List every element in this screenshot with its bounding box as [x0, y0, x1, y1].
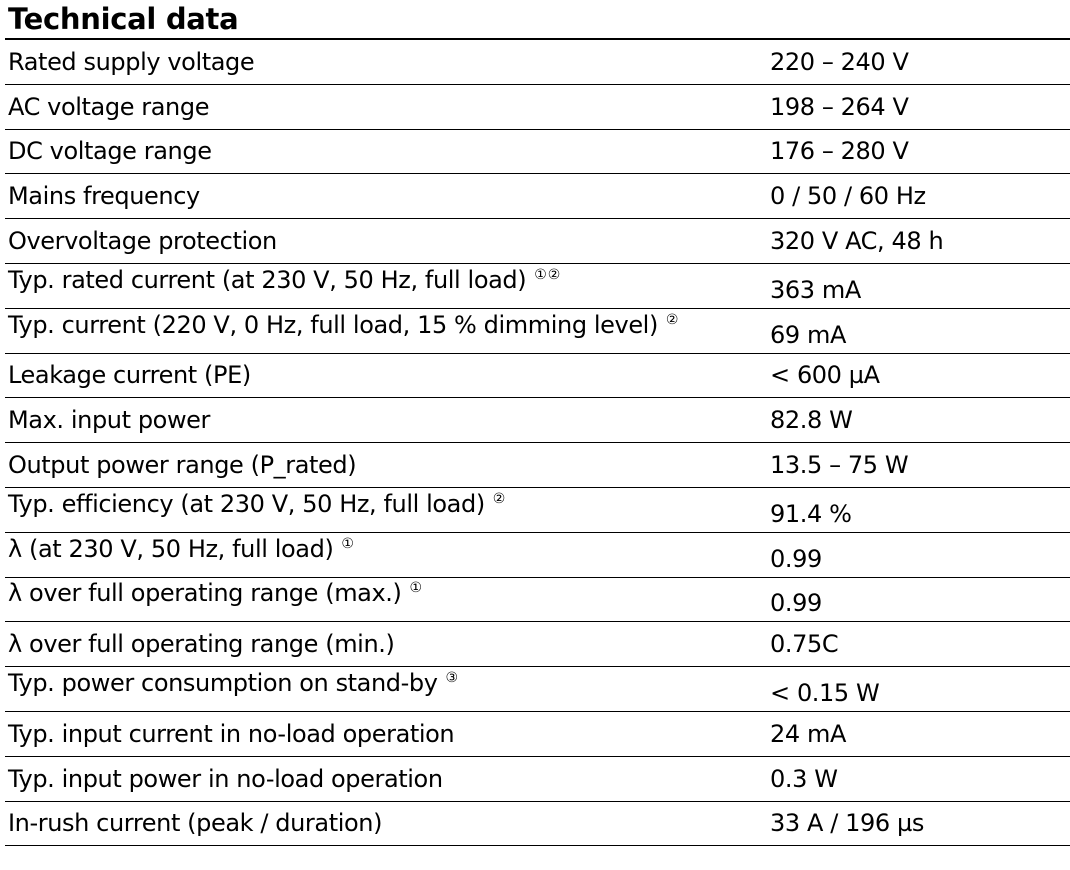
spec-parameter: Typ. power consumption on stand-by ③	[8, 664, 459, 697]
spec-value: 82.8 W	[770, 406, 853, 435]
spec-parameter-label: Typ. input power in no-load operation	[8, 764, 443, 793]
spec-parameter: λ over full operating range (min.)	[8, 630, 395, 659]
spec-parameter: Typ. efficiency (at 230 V, 50 Hz, full l…	[8, 485, 506, 518]
footnote-marker: ③	[445, 669, 460, 686]
spec-parameter-label: DC voltage range	[8, 137, 212, 166]
spec-parameter: Typ. current (220 V, 0 Hz, full load, 15…	[8, 306, 679, 339]
spec-row: DC voltage range 176 – 280 V	[5, 130, 1070, 175]
spec-row: Typ. current (220 V, 0 Hz, full load, 15…	[5, 309, 1070, 354]
spec-row: In-rush current (peak / duration) 33 A / …	[5, 802, 1070, 847]
spec-value: 0.99	[770, 589, 822, 618]
spec-parameter: Max. input power	[8, 406, 210, 434]
spec-parameter-label: λ over full operating range (min.)	[8, 630, 395, 659]
spec-value: < 600 µA	[770, 361, 880, 390]
spec-row: Rated supply voltage 220 – 240 V	[5, 40, 1070, 85]
spec-row: Output power range (P_rated) 13.5 – 75 W	[5, 443, 1070, 488]
spec-parameter: Typ. input current in no-load operation	[8, 719, 455, 748]
section-title: Technical data	[8, 2, 239, 36]
spec-row: Typ. power consumption on stand-by ③ < 0.1…	[5, 667, 1070, 712]
footnote-marker: ②	[492, 490, 507, 507]
spec-value: 0.3 W	[770, 764, 838, 793]
spec-parameter: Mains frequency	[8, 182, 200, 210]
spec-row: λ (at 230 V, 50 Hz, full load) ① 0.99	[5, 533, 1070, 578]
spec-row: λ over full operating range (min.) 0.75C	[5, 622, 1070, 668]
spec-row: Typ. efficiency (at 230 V, 50 Hz, full l…	[5, 488, 1070, 533]
spec-parameter: Rated supply voltage	[8, 47, 255, 76]
spec-parameter: Output power range (P_rated)	[8, 450, 357, 479]
spec-value: 0.99	[770, 544, 822, 573]
footnote-marker: ①②	[534, 266, 562, 283]
spec-parameter-label: Typ. rated current (at 230 V, 50 Hz, ful…	[8, 265, 527, 294]
spec-row: Max. input power 82.8 W	[5, 398, 1070, 444]
spec-parameter: λ over full operating range (max.) ①	[8, 574, 423, 607]
spec-parameter-label: Overvoltage protection	[8, 226, 277, 255]
spec-parameter-label: Typ. power consumption on stand-by	[8, 668, 438, 697]
spec-parameter-label: Rated supply voltage	[8, 47, 255, 76]
spec-value: 220 – 240 V	[770, 47, 909, 76]
spec-parameter: λ (at 230 V, 50 Hz, full load) ①	[8, 530, 355, 563]
spec-row: Typ. rated current (at 230 V, 50 Hz, ful…	[5, 264, 1070, 309]
footnote-marker: ①	[341, 535, 355, 552]
spec-parameter: Leakage current (PE)	[8, 361, 251, 389]
spec-value: 363 mA	[770, 275, 861, 304]
spec-parameter: AC voltage range	[8, 93, 209, 121]
spec-value: 176 – 280 V	[770, 137, 909, 166]
title-divider	[5, 38, 1070, 40]
spec-parameter: Typ. rated current (at 230 V, 50 Hz, ful…	[8, 261, 561, 294]
spec-row: Mains frequency 0 / 50 / 60 Hz	[5, 174, 1070, 220]
spec-parameter-label: λ over full operating range (max.)	[8, 579, 402, 608]
spec-parameter-label: Max. input power	[8, 406, 211, 435]
spec-row: Leakage current (PE) < 600 µA	[5, 354, 1070, 399]
footnote-marker: ②	[665, 311, 680, 328]
spec-parameter-label: Typ. current (220 V, 0 Hz, full load, 15…	[8, 310, 658, 339]
spec-value: 198 – 264 V	[770, 92, 909, 121]
spec-row: Typ. input current in no-load operation 2…	[5, 712, 1070, 757]
spec-parameter-label: Typ. input current in no-load operation	[8, 719, 455, 748]
footnote-marker: ①	[409, 580, 424, 597]
spec-value: 24 mA	[770, 719, 846, 748]
spec-parameter: In-rush current (peak / duration)	[8, 809, 382, 837]
spec-value: 320 V AC, 48 h	[770, 226, 944, 255]
spec-parameter: DC voltage range	[8, 137, 212, 165]
spec-value: 33 A / 196 µs	[770, 809, 924, 838]
spec-parameter-label: In-rush current (peak / duration)	[8, 809, 383, 838]
spec-value: 0.75C	[770, 630, 839, 659]
spec-value: 13.5 – 75 W	[770, 450, 909, 479]
spec-parameter: Overvoltage protection	[8, 227, 277, 255]
spec-parameter-label: Typ. efficiency (at 230 V, 50 Hz, full l…	[8, 489, 485, 518]
spec-value: 69 mA	[770, 320, 846, 349]
spec-parameter: Typ. input power in no-load operation	[8, 765, 443, 793]
spec-row: Typ. input power in no-load operation 0.3…	[5, 757, 1070, 802]
spec-parameter-label: λ (at 230 V, 50 Hz, full load)	[8, 534, 334, 563]
spec-value: 91.4 %	[770, 499, 852, 528]
spec-value: < 0.15 W	[770, 678, 880, 707]
spec-parameter-label: AC voltage range	[8, 92, 210, 121]
spec-table: Rated supply voltage 220 – 240 V AC voltag…	[5, 40, 1070, 847]
spec-parameter-label: Output power range (P_rated)	[8, 450, 357, 479]
spec-parameter-label: Mains frequency	[8, 182, 200, 211]
spec-row: Overvoltage protection 320 V AC, 48 h	[5, 219, 1070, 264]
spec-row: AC voltage range 198 – 264 V	[5, 85, 1070, 130]
spec-value: 0 / 50 / 60 Hz	[770, 182, 926, 211]
spec-row: λ over full operating range (max.) ① 0.99	[5, 578, 1070, 623]
spec-parameter-label: Leakage current (PE)	[8, 361, 251, 390]
